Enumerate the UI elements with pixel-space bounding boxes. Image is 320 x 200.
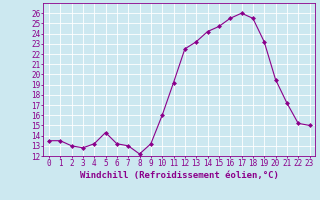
X-axis label: Windchill (Refroidissement éolien,°C): Windchill (Refroidissement éolien,°C) <box>80 171 279 180</box>
